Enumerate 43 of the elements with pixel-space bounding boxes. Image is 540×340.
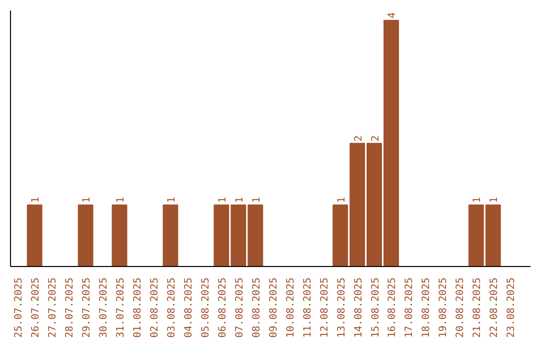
x-tick-label: 08.08.2025 bbox=[251, 277, 262, 338]
data-label: 1 bbox=[489, 196, 500, 203]
x-tick-label: 27.07.2025 bbox=[48, 277, 59, 338]
x-tick-label: 15.08.2025 bbox=[370, 277, 382, 338]
x-tick-label: 20.08.2025 bbox=[455, 277, 466, 338]
x-tick-label: 09.08.2025 bbox=[268, 277, 280, 338]
x-tick-label: 29.07.2025 bbox=[82, 277, 93, 338]
x-tick-label: 31.07.2025 bbox=[116, 277, 127, 338]
x-tick-label: 10.08.2025 bbox=[285, 277, 296, 338]
data-label: 1 bbox=[30, 196, 42, 203]
x-tick-label: 22.08.2025 bbox=[489, 277, 500, 338]
data-label: 1 bbox=[116, 196, 127, 203]
x-tick-label: 01.08.2025 bbox=[132, 277, 144, 338]
data-label: 1 bbox=[336, 196, 348, 203]
x-tick-label: 16.08.2025 bbox=[387, 277, 398, 338]
x-tick-label: 06.08.2025 bbox=[217, 277, 228, 338]
x-tick-label: 18.08.2025 bbox=[421, 277, 432, 338]
x-tick-label: 07.08.2025 bbox=[234, 277, 246, 338]
x-tick-label: 23.08.2025 bbox=[506, 277, 518, 338]
x-tick-label: 05.08.2025 bbox=[200, 277, 212, 338]
x-tick-label: 11.08.2025 bbox=[302, 277, 314, 338]
x-tick-label: 19.08.2025 bbox=[438, 277, 450, 338]
x-tick-label: 21.08.2025 bbox=[472, 277, 484, 338]
data-label: 1 bbox=[82, 196, 93, 203]
data-label: 1 bbox=[472, 196, 484, 203]
data-label: 2 bbox=[370, 135, 382, 142]
x-tick-label: 17.08.2025 bbox=[404, 277, 416, 338]
data-label: 1 bbox=[251, 196, 262, 203]
x-tick-label: 04.08.2025 bbox=[183, 277, 194, 338]
data-label: 1 bbox=[234, 196, 246, 203]
x-tick-label: 14.08.2025 bbox=[353, 277, 364, 338]
data-label: 1 bbox=[166, 196, 178, 203]
x-tick-label: 12.08.2025 bbox=[319, 277, 330, 338]
x-tick-label: 03.08.2025 bbox=[166, 277, 178, 338]
x-tick-label: 30.07.2025 bbox=[98, 277, 110, 338]
x-tick-label: 02.08.2025 bbox=[149, 277, 160, 338]
data-label: 2 bbox=[353, 135, 364, 142]
x-tick-label: 26.07.2025 bbox=[30, 277, 42, 338]
data-label: 1 bbox=[217, 196, 228, 203]
x-tick-label: 13.08.2025 bbox=[336, 277, 348, 338]
x-tick-label: 25.07.2025 bbox=[14, 277, 25, 338]
x-tick-label: 28.07.2025 bbox=[64, 277, 76, 338]
data-label: 4 bbox=[387, 12, 398, 18]
